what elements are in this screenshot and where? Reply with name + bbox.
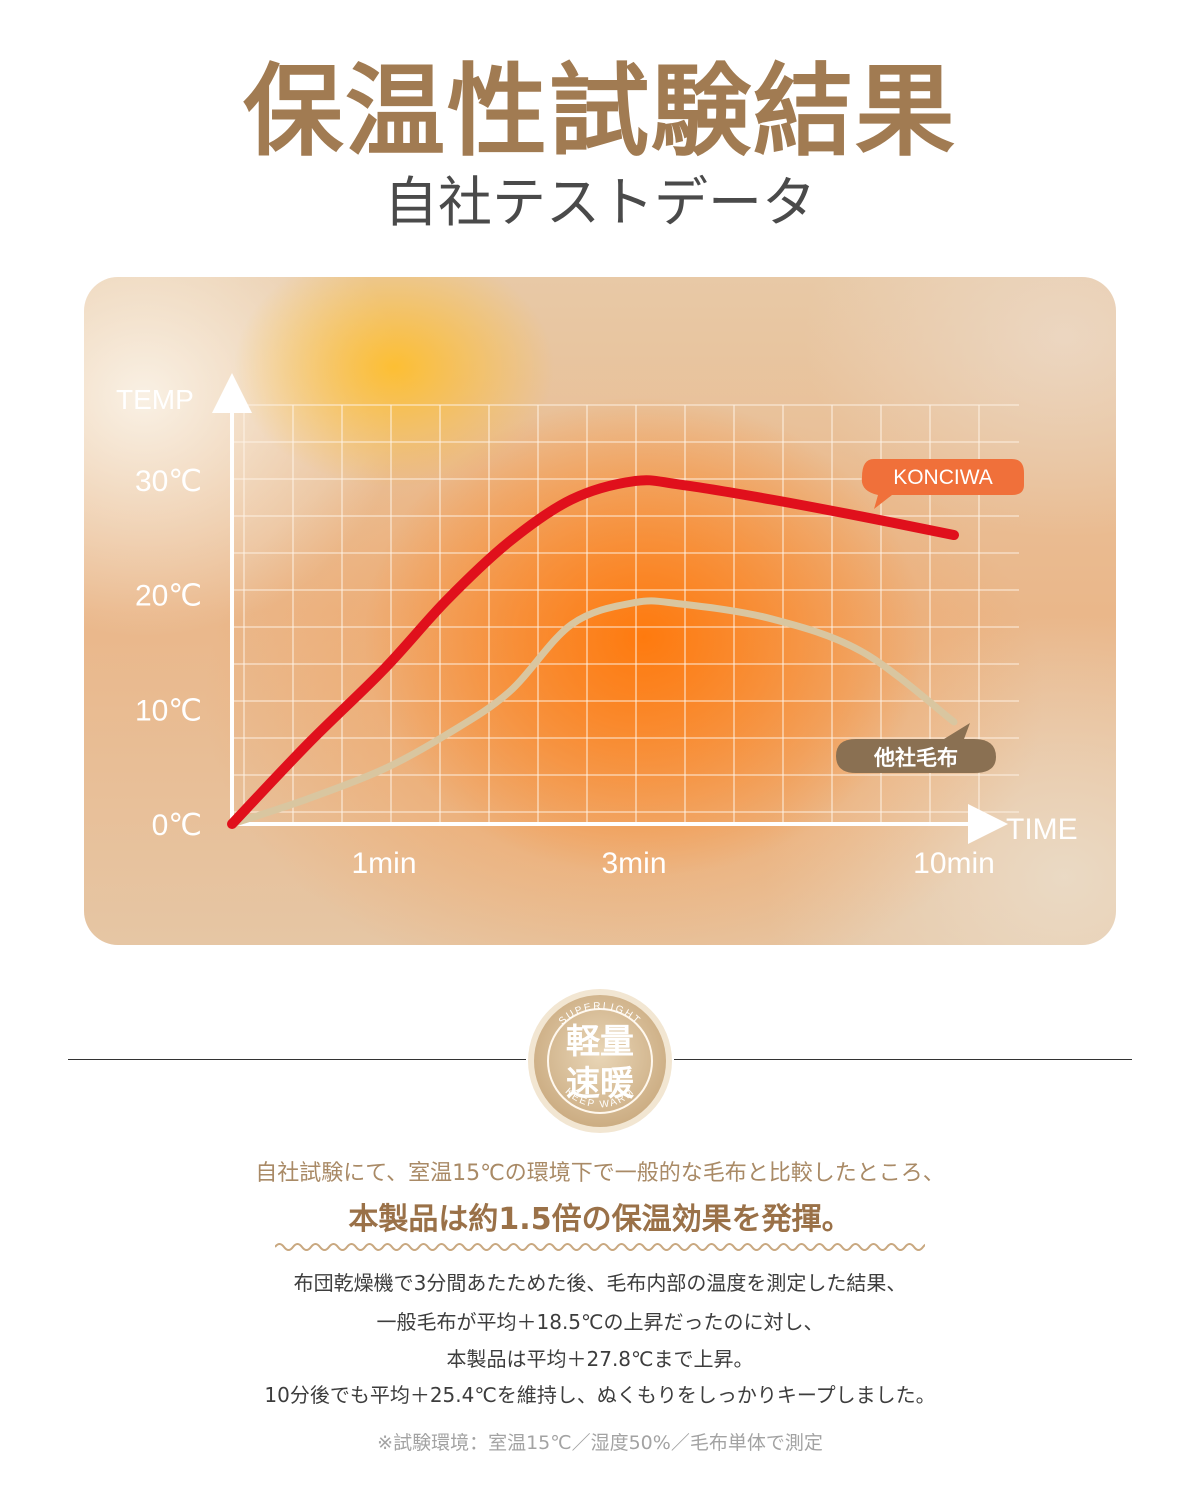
- body-paragraph-1: 布団乾燥機で3分間あたためた後、毛布内部の温度を測定した結果、: [293, 1271, 907, 1295]
- badge-line1: 軽量: [566, 1022, 634, 1062]
- other-series-label: 他社毛布: [836, 723, 996, 773]
- test-note: ※試験環境：室温15℃／湿度50%／毛布単体で測定: [377, 1432, 823, 1454]
- superlight-badge: SUPERLIGHT 軽量 速暖 KEEP WARM: [528, 989, 672, 1133]
- y-tick-label: 20℃: [135, 580, 202, 613]
- x-tick-label: 10min: [913, 847, 995, 880]
- y-tick-label: 10℃: [135, 694, 202, 727]
- series-line-other: [228, 597, 958, 828]
- page-title: 保温性試験結果: [243, 53, 957, 170]
- divider-right: [674, 1059, 1132, 1060]
- body-paragraph-3: 本製品は平均＋27.8℃まで上昇。: [446, 1347, 754, 1371]
- temperature-chart: TEMP TIME 0℃ 10℃ 20℃ 30℃ 1min 3min 10min KONC…: [116, 373, 1078, 880]
- konciwa-series-label: KONCIWA: [861, 459, 1024, 509]
- other-label-text: 他社毛布: [873, 746, 958, 770]
- y-axis-label: TEMP: [116, 384, 194, 415]
- body-paragraph-2: 一般毛布が平均＋18.5℃の上昇だったのに対し、: [376, 1310, 824, 1334]
- konciwa-label-text: KONCIWA: [893, 466, 993, 489]
- body-paragraph-4: 10分後でも平均＋25.4℃を維持し、ぬくもりをしっかりキープしました。: [264, 1383, 936, 1407]
- chart-panel: TEMP TIME 0℃ 10℃ 20℃ 30℃ 1min 3min 10min KONC…: [84, 277, 1116, 945]
- series-line-konciwa: [227, 475, 959, 829]
- y-tick-label: 0℃: [152, 809, 202, 842]
- headline-text: 本製品は約1.5倍の保温効果を発揮。: [348, 1202, 852, 1237]
- badge-line2: 速暖: [566, 1064, 635, 1104]
- divider-left: [68, 1059, 526, 1060]
- x-axis-label: TIME: [1006, 813, 1078, 846]
- intro-text: 自社試験にて、室温15℃の環境下で一般的な毛布と比較したところ、: [255, 1161, 945, 1186]
- page-subtitle: 自社テストデータ: [384, 171, 816, 234]
- chart-axes: TEMP TIME: [116, 373, 1078, 846]
- y-tick-label: 30℃: [135, 465, 202, 498]
- x-tick-label: 1min: [351, 847, 416, 880]
- x-tick-label: 3min: [601, 847, 666, 880]
- wave-divider: [275, 1243, 925, 1251]
